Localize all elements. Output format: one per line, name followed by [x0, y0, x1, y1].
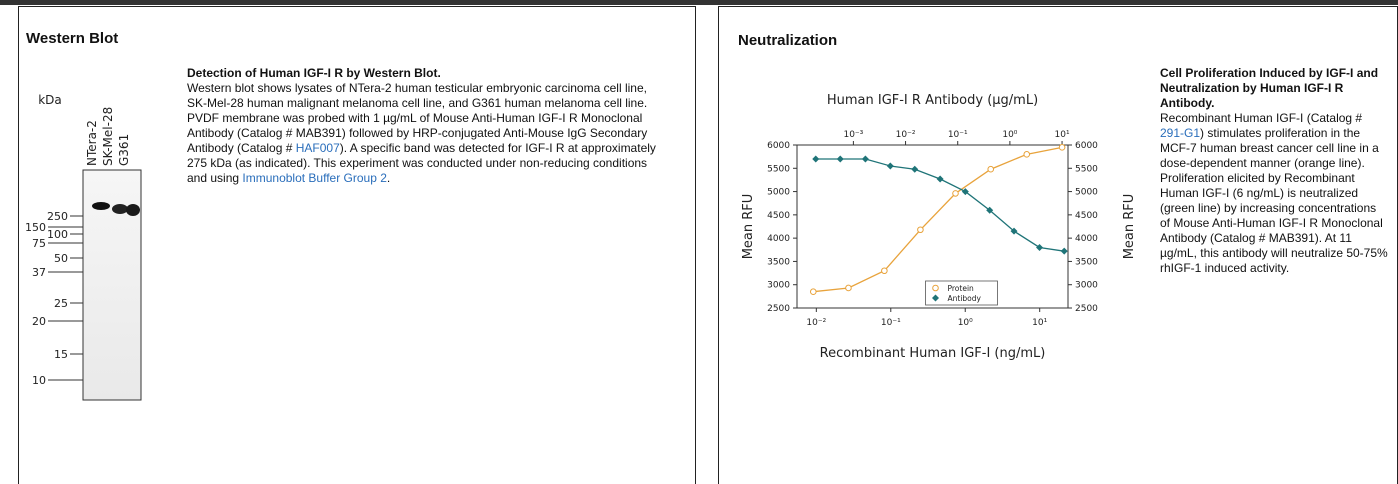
marker-label: 50: [54, 252, 68, 265]
graphics: kDa NTera-2SK-Mel-28G361 25015010075 50 37 2…: [0, 0, 1398, 484]
y2-tick-label: 5000: [1075, 188, 1098, 198]
marker-label: 150: [25, 221, 46, 234]
y2-tick-label: 3000: [1075, 281, 1098, 291]
data-point: [846, 285, 852, 291]
legend-label: Protein: [948, 284, 975, 293]
series-line: [816, 159, 1064, 251]
x2-axis-title: Human IGF-I R Antibody (µg/mL): [827, 93, 1038, 108]
x2-tick-label: 10⁻³: [843, 130, 863, 140]
x2-tick-label: 10¹: [1055, 130, 1070, 140]
y2-tick-label: 3500: [1075, 257, 1098, 267]
x-tick-label: 10¹: [1032, 318, 1047, 328]
y2-tick-label: 6000: [1075, 141, 1098, 151]
y2-tick-label: 4000: [1075, 234, 1098, 244]
y2-tick-label: 4500: [1075, 211, 1098, 221]
lane-label: SK-Mel-28: [101, 107, 115, 166]
data-point: [953, 191, 959, 197]
y-axis-title: Mean RFU: [741, 194, 756, 260]
marker-label: 25: [54, 297, 68, 310]
x-axis-title: Recombinant Human IGF-I (ng/mL): [820, 346, 1046, 361]
y-tick-label: 4500: [767, 211, 790, 221]
data-point: [882, 268, 888, 274]
x2-tick-label: 10⁻¹: [948, 130, 968, 140]
data-point: [988, 166, 994, 172]
y-tick-label: 5000: [767, 188, 790, 198]
y-tick-label: 2500: [767, 304, 790, 314]
data-point: [812, 155, 819, 162]
marker-label: 15: [54, 348, 68, 361]
data-point: [918, 227, 924, 233]
marker-label: 37: [32, 266, 46, 279]
marker-label: 100: [47, 228, 68, 241]
lane-label: NTera-2: [85, 120, 99, 166]
y-tick-label: 4000: [767, 234, 790, 244]
unit-label: kDa: [38, 93, 62, 107]
y2-tick-label: 2500: [1075, 304, 1098, 314]
data-point: [837, 155, 844, 162]
x2-tick-label: 10⁻²: [896, 130, 916, 140]
legend-label: Antibody: [948, 294, 982, 303]
data-point: [1061, 248, 1068, 255]
marker-label: 20: [32, 315, 46, 328]
data-point: [810, 289, 816, 295]
legend-marker: [933, 285, 939, 291]
data-point: [1024, 152, 1030, 158]
y2-axis-title: Mean RFU: [1122, 194, 1137, 260]
page: Western Blot Neutralization Detection of…: [0, 0, 1398, 484]
marker-label: 250: [47, 210, 68, 223]
data-point: [862, 155, 869, 162]
x-tick-label: 10⁻²: [806, 318, 826, 328]
data-point: [1036, 244, 1043, 251]
blot-band: [126, 204, 140, 216]
data-point: [937, 175, 944, 182]
marker-label: 10: [32, 374, 46, 387]
series-line: [813, 147, 1062, 291]
blot-band: [112, 204, 128, 214]
y-tick-label: 6000: [767, 141, 790, 151]
x-tick-label: 10⁰: [958, 318, 973, 328]
y-tick-label: 5500: [767, 164, 790, 174]
y-tick-label: 3000: [767, 281, 790, 291]
data-point: [887, 162, 894, 169]
y-tick-label: 3500: [767, 257, 790, 267]
blot-band: [92, 202, 110, 210]
data-point: [1059, 145, 1065, 151]
data-point: [911, 166, 918, 173]
y2-tick-label: 5500: [1075, 164, 1098, 174]
marker-label: 75: [32, 237, 46, 250]
x-tick-label: 10⁻¹: [881, 318, 901, 328]
lane-label: G361: [117, 134, 131, 166]
x2-tick-label: 10⁰: [1002, 130, 1017, 140]
